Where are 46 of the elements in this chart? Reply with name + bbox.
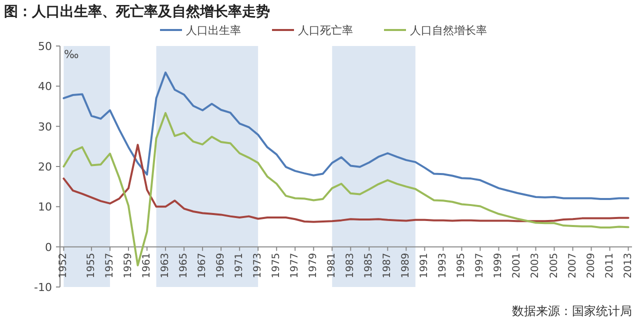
x-tick-label: 1987	[382, 252, 394, 278]
y-tick-label: 30	[38, 120, 52, 134]
y-tick-label: 50	[38, 40, 52, 53]
x-tick-label: 1957	[104, 252, 116, 278]
x-tick-label: 1967	[197, 252, 208, 278]
x-tick-label: 2011	[604, 252, 616, 278]
y-tick-label: 0	[45, 240, 52, 254]
x-tick-label: 1977	[290, 252, 301, 278]
x-tick-label: 2013	[622, 252, 634, 278]
x-tick-label: 1997	[474, 252, 486, 278]
legend-label: 人口自然增长率	[410, 24, 487, 37]
line-series	[62, 72, 630, 200]
y-axis-title: ‰	[64, 48, 79, 61]
y-tick-label: -10	[34, 281, 52, 294]
x-tick-label: 2009	[586, 252, 597, 278]
x-tick-label: 1959	[122, 252, 134, 278]
x-tick-label: 1993	[438, 252, 449, 278]
x-tick-label: 2003	[530, 252, 542, 278]
chart-title: 图：人口出生率、死亡率及自然增长率走势	[4, 3, 270, 20]
x-tick-label: 1965	[178, 252, 190, 278]
line-series	[62, 144, 630, 223]
x-tick-label: 1991	[419, 252, 430, 278]
y-tick-label: 20	[38, 160, 52, 174]
x-tick-label: 1961	[142, 252, 153, 278]
y-tick-label: 40	[38, 80, 52, 94]
legend-label: 人口死亡率	[298, 24, 353, 37]
x-tick-label: 1969	[216, 252, 227, 278]
y-tick-label: 10	[38, 200, 52, 214]
x-tick-label: 1999	[493, 252, 504, 278]
x-tick-label: 1952	[58, 252, 70, 278]
x-tick-label: 2005	[548, 252, 560, 278]
x-tick-label: 1989	[400, 252, 412, 278]
x-tick-label: 1971	[234, 252, 246, 278]
x-tick-label: 1995	[456, 252, 468, 278]
x-tick-label: 2001	[512, 252, 523, 278]
legend-label: 人口出生率	[186, 24, 241, 37]
source-note: 数据来源：国家统计局	[512, 304, 632, 318]
x-tick-label: 1955	[86, 252, 97, 278]
x-tick-label: 1963	[160, 252, 172, 278]
x-tick-label: 1979	[308, 252, 320, 278]
x-tick-label: 1983	[345, 252, 356, 278]
x-tick-label: 1973	[252, 252, 264, 278]
x-tick-label: 2007	[567, 252, 578, 278]
x-tick-label: 1985	[364, 252, 375, 278]
x-tick-label: 1975	[271, 252, 282, 278]
x-tick-label: 1981	[326, 252, 338, 278]
